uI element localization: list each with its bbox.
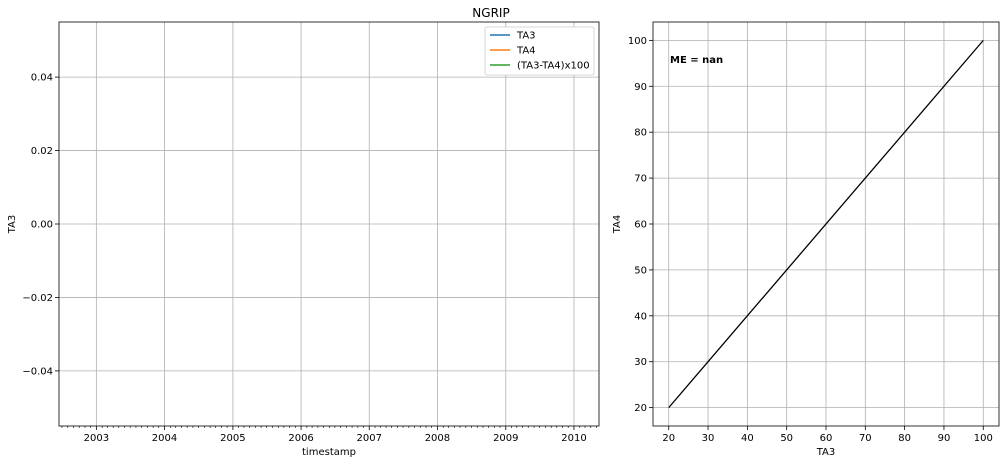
right-x-tick-label: 80 [898,433,911,444]
left-chart-title: NGRIP [472,6,509,20]
left-grid [59,22,599,426]
right-x-tick-labels: 20 30 40 50 60 70 80 90 100 [662,426,993,444]
scatter-comparison-chart: 20 30 40 50 60 70 80 90 100 2030405060708090100 … [612,21,1000,458]
left-y-tick-label: 0.00 [31,220,53,231]
right-y-tick-label: 50 [634,265,647,276]
right-series [668,39,984,409]
left-x-tick-label: 2009 [493,433,518,444]
identity-line [668,39,984,409]
left-y-axis-label: TA3 [7,215,18,235]
left-x-tick-label: 2006 [288,433,313,444]
legend-label-1: TA4 [516,46,536,57]
right-y-tick-labels: 20 30 40 50 60 70 80 90 100 [628,36,653,414]
legend-frame [484,26,595,76]
right-y-tick-label: 60 [634,220,647,231]
left-y-tick-label: 0.02 [31,146,53,157]
right-x-axis-label: TA3 [816,447,836,458]
right-x-tick-label: 70 [859,433,872,444]
left-x-tick-labels: 2003 2004 2005 2006 2007 2008 2009 2010 [84,426,587,444]
left-x-tick-label: 2004 [152,433,177,444]
left-y-tick-labels: 0.04 0.02 0.00 −0.02 −0.04 [22,73,59,377]
legend-items: TA3 TA4 (TA3-TA4)x100 [490,31,590,72]
me-annotation: ME = nan [670,55,723,66]
right-y-tick-label: 30 [634,357,647,368]
left-x-axis-label: timestamp [302,447,356,458]
right-y-tick-label: 100 [628,36,647,47]
left-x-tick-label: 2003 [84,433,109,444]
legend-label-0: TA3 [516,31,536,42]
right-x-tick-label: 20 [662,433,675,444]
right-x-tick-label: 90 [938,433,951,444]
legend-label-2: (TA3-TA4)x100 [517,61,590,72]
left-x-tick-label: 2008 [425,433,450,444]
right-x-tick-label: 100 [974,433,993,444]
right-x-tick-label: 50 [780,433,793,444]
right-x-tick-label: 30 [702,433,715,444]
right-y-tick-label: 70 [634,174,647,185]
right-y-tick-label: 20 [634,403,647,414]
left-x-tick-label: 2005 [220,433,245,444]
left-y-tick-label: 0.04 [31,73,53,84]
left-x-tick-label: 2010 [561,433,586,444]
left-x-tick-label: 2007 [357,433,382,444]
right-y-tick-label: 80 [634,128,647,139]
right-y-tick-label: 40 [634,311,647,322]
right-y-axis-label: TA4 [612,215,623,235]
left-y-tick-label: −0.02 [22,293,53,304]
timeseries-chart: 2003 2004 2005 2006 2007 2008 2009 2010 0.040.0… [7,6,600,458]
left-legend: TA3 TA4 (TA3-TA4)x100 [484,26,595,76]
right-x-tick-label: 40 [741,433,754,444]
right-x-tick-label: 60 [820,433,833,444]
right-y-tick-label: 90 [634,82,647,93]
left-y-tick-label: −0.04 [22,366,53,377]
